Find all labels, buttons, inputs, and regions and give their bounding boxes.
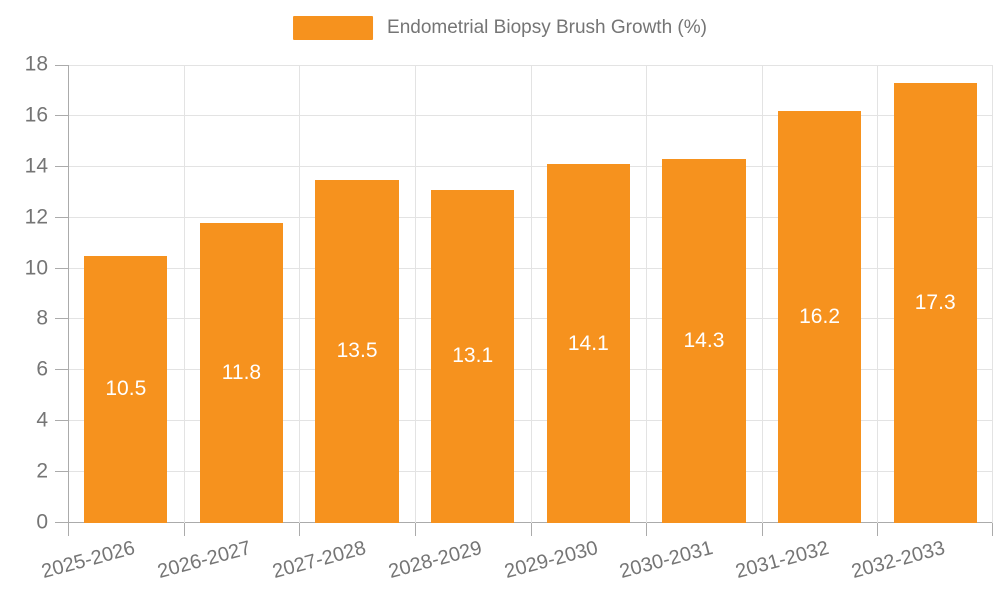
bar-value-label: 16.2 [799,304,840,328]
y-axis-tick-label: 8 [36,306,48,330]
x-axis-tick [761,523,763,536]
y-axis-tick-label: 18 [24,52,48,76]
y-axis-tick [55,369,68,371]
bar: 14.3 [662,159,746,523]
legend-swatch-icon [293,16,374,40]
y-axis-tick-label: 0 [36,510,48,534]
y-axis-tick [55,216,68,218]
x-axis-tick [992,523,993,536]
gridline-vertical [183,65,185,523]
bar: 14.1 [546,164,630,523]
gridline-vertical [877,65,879,523]
bar: 11.8 [199,222,284,523]
y-axis-tick-label: 2 [36,459,48,483]
bar-value-label: 11.8 [221,360,262,384]
gridline-vertical [299,65,301,523]
y-axis-tick [55,318,68,320]
gridline-vertical [761,65,763,523]
bar-value-label: 13.1 [452,344,494,368]
gridline-vertical [992,65,993,523]
bar-value-label: 10.5 [105,377,147,401]
bar: 17.3 [893,82,977,523]
bar: 16.2 [777,110,862,523]
x-axis-category-label: 2030-2031 [617,537,716,584]
legend[interactable]: Endometrial Biopsy Brush Growth (%) [293,16,707,40]
y-axis-tick-label: 16 [24,103,48,127]
y-axis-tick [55,165,68,167]
y-axis-tick-label: 4 [36,408,48,432]
x-axis-category-label: 2031-2032 [733,537,832,584]
gridline-vertical [646,65,648,523]
bar-value-label: 14.1 [567,331,609,355]
x-axis-category-label: 2027-2028 [270,537,369,584]
bar: 13.1 [431,189,515,523]
bar-value-label: 13.5 [336,339,378,363]
x-axis-category-label: 2028-2029 [386,537,485,584]
x-axis-category-label: 2032-2033 [848,537,947,584]
y-axis-tick-label: 14 [24,154,48,178]
y-axis-tick [55,114,68,116]
gridline-vertical [414,65,416,523]
y-axis-tick-label: 10 [24,256,48,280]
bar: 13.5 [315,179,399,523]
x-axis-category-label: 2026-2027 [155,537,254,584]
x-axis-category-label: 2025-2026 [39,537,138,584]
y-axis-tick-label: 6 [36,357,48,381]
bar-value-label: 14.3 [683,329,725,353]
y-axis-tick-label: 12 [24,205,48,229]
x-axis-category-label: 2029-2030 [501,537,601,584]
bar-value-label: 17.3 [914,290,956,314]
y-axis-tick [55,267,68,269]
gridline-vertical [68,65,69,523]
x-axis-tick [877,523,879,536]
x-axis-tick [414,523,416,536]
y-axis-tick [55,65,68,66]
x-axis-tick [646,523,648,536]
x-axis-tick [183,523,185,536]
plot-area: 10.5 11.8 13.5 13.1 14.1 14.3 16.2 17.3 [68,65,993,523]
y-axis-tick [55,471,68,473]
y-axis-tick [55,420,68,422]
y-axis: 0 2 4 6 8 10 12 14 16 18 [0,53,68,534]
gridline-vertical [530,65,532,523]
x-axis-tick [299,523,301,536]
y-axis-tick [55,522,68,523]
x-axis-tick [68,523,69,536]
x-axis-tick [530,523,532,536]
bar: 10.5 [84,255,168,523]
legend-label: Endometrial Biopsy Brush Growth (%) [387,17,707,38]
x-axis: 2025-2026 2026-2027 2027-2028 2028-2029 2029… [39,523,993,600]
